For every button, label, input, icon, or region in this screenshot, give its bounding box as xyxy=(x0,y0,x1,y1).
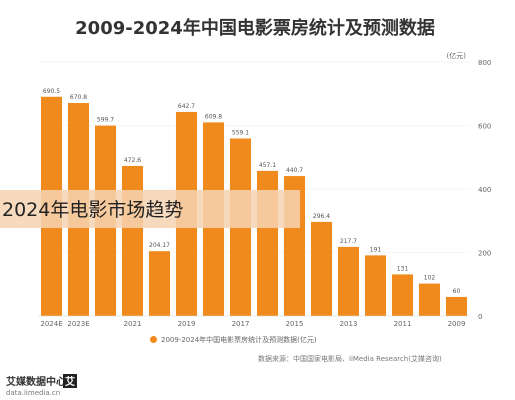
value-label: 609.8 xyxy=(205,113,222,120)
x-tick-label: 2009 xyxy=(448,320,466,328)
value-label: 559.1 xyxy=(232,129,249,136)
value-label: 642.7 xyxy=(178,103,195,110)
value-label: 217.7 xyxy=(340,238,357,245)
x-tick-label: 2011 xyxy=(394,320,412,328)
value-label: 670.8 xyxy=(70,94,87,101)
value-label: 440.7 xyxy=(286,167,303,174)
overlay-caption: 2024年电影市场趋势 xyxy=(2,199,183,221)
bar xyxy=(337,246,360,316)
x-tick-label: 2023E xyxy=(67,320,89,328)
y-tick-label: 600 xyxy=(478,123,491,131)
value-label: 131 xyxy=(397,265,409,272)
y-axis: 0 200 400 600 800 xyxy=(478,59,491,321)
bar xyxy=(121,165,144,316)
bar xyxy=(148,251,171,316)
y-tick-label: 200 xyxy=(478,250,491,258)
value-label: 60 xyxy=(453,288,461,295)
unit-label: (亿元) xyxy=(447,51,467,60)
value-label: 472.6 xyxy=(124,157,141,164)
x-tick-label: 2015 xyxy=(286,320,304,328)
x-axis: 2024E 2023E 2021 2019 2017 2015 2013 2011 2009 xyxy=(38,315,470,328)
logo-url: data.iimedia.cn xyxy=(6,389,60,397)
bar xyxy=(310,221,333,316)
value-label: 599.7 xyxy=(97,117,114,124)
y-tick-label: 800 xyxy=(478,59,491,67)
value-label: 102 xyxy=(424,275,436,282)
brand-logo: 艾媒数据中心 data.iimedia.cn 艾 xyxy=(6,374,77,397)
value-label: 690.5 xyxy=(43,88,60,95)
logo-text: 艾媒数据中心 xyxy=(6,375,66,388)
y-tick-label: 400 xyxy=(478,186,491,194)
value-label: 204.17 xyxy=(149,242,170,249)
x-tick-label: 2021 xyxy=(124,320,142,328)
caption-band xyxy=(0,190,300,228)
x-tick-label: 2017 xyxy=(232,320,250,328)
value-label: 457.1 xyxy=(259,162,276,169)
value-label: 191 xyxy=(370,246,382,253)
bar xyxy=(418,283,441,316)
y-tick-label: 0 xyxy=(478,313,482,321)
chart-title: 2009-2024年中国电影票房统计及预测数据 xyxy=(75,17,435,39)
bar xyxy=(391,274,414,316)
value-labels: 690.5 670.8 599.7 472.6 204.17 642.7 609.8 559.… xyxy=(43,88,461,295)
x-tick-label: 2024E xyxy=(40,320,62,328)
x-tick-label: 2013 xyxy=(340,320,358,328)
x-tick-label: 2019 xyxy=(178,320,196,328)
legend-label: 2009-2024年中国电影票房统计及预测数据(亿元) xyxy=(161,335,317,344)
logo-mark-box xyxy=(63,374,77,388)
bar xyxy=(445,296,468,316)
bar xyxy=(364,255,387,316)
logo-mark: 艾 xyxy=(65,375,75,388)
value-label: 296.4 xyxy=(313,213,330,220)
source-note: 数据来源：中国国家电影局、iiMedia Research(艾媒咨询) xyxy=(258,354,442,363)
legend-swatch xyxy=(150,336,157,343)
